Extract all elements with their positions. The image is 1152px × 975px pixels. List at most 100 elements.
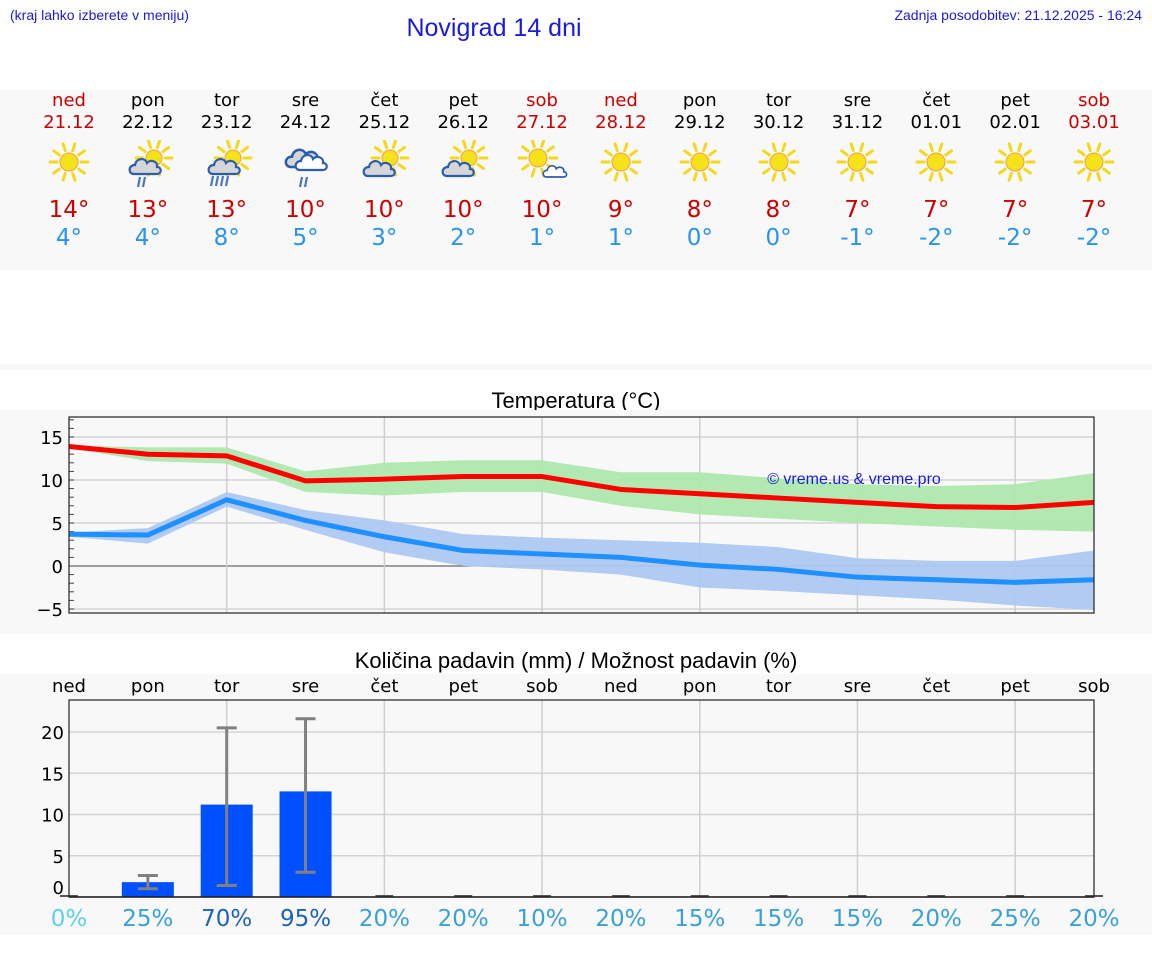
sun-icon [670, 140, 730, 190]
temperature-chart: −5 0 5 10 15 © vreme.us & vreme.pro [36, 416, 1095, 621]
precip-day-label: sob [526, 676, 558, 697]
temperature-chart-panel: −5 0 5 10 15 © vreme.us & vreme.pro [0, 410, 1152, 634]
max-temperature: 10° [285, 197, 326, 223]
day-date: 02.01 [989, 112, 1041, 133]
min-temperature: 3° [371, 225, 398, 251]
section-divider [0, 364, 1152, 370]
precip-day-label: ned [604, 676, 638, 697]
day-name: pet [448, 90, 478, 111]
error-bar [216, 726, 237, 887]
day-forecast-13: sob 03.01 7° -2° [1054, 90, 1134, 252]
precip-day-label: čet [370, 676, 398, 697]
day-date: 31.12 [831, 112, 884, 133]
min-temperature: 4° [55, 225, 83, 251]
day-forecast-12: pet 02.01 7° -2° [975, 90, 1055, 252]
day-date: 25.12 [358, 112, 411, 133]
day-date: 24.12 [279, 112, 332, 133]
day-name: pon [130, 90, 165, 111]
min-temperature: 1° [528, 225, 556, 251]
min-temperature: 8° [213, 225, 240, 251]
min-temperature: 5° [292, 225, 319, 251]
precip-day-label: tor [214, 676, 240, 697]
daily-forecast-panel: ned 21.12 14° 4° pon 22.12 13° 4° tor 23… [0, 90, 1152, 270]
precip-day-label: sre [844, 676, 871, 697]
max-temperature: 7° [1080, 197, 1108, 223]
day-date: 29.12 [674, 112, 726, 133]
day-name: pet [1000, 90, 1030, 111]
day-name: ned [603, 90, 638, 111]
location-menu-hint: (kraj lahko izberete v meniju) [10, 7, 189, 23]
day-forecast-10: sre 31.12 7° -1° [817, 90, 897, 252]
day-name: sob [1078, 90, 1110, 111]
precip-probability: 15% [832, 906, 883, 932]
min-temperature: -2° [1076, 225, 1112, 251]
min-temperature: -2° [997, 225, 1033, 251]
day-name: pon [682, 90, 717, 111]
mostly-sunny-icon [512, 138, 572, 190]
svg-text:20: 20 [41, 723, 64, 744]
max-temperature: 9° [607, 197, 634, 223]
day-date: 22.12 [122, 112, 174, 133]
max-temperature: 10° [521, 197, 563, 223]
precipitation-chart: 0 5 10 15 20 ned 0% pon 25% tor 70% sre 95% čet 20% pet… [41, 676, 1119, 932]
min-temperature: -1° [840, 225, 875, 251]
min-temperature: 0° [765, 225, 792, 251]
precip-day-label: sob [1078, 676, 1110, 697]
day-name: sre [291, 90, 320, 111]
svg-text:0: 0 [52, 557, 63, 578]
day-forecast-4: čet 25.12 10° 3° [344, 90, 424, 252]
precip-day-label: sre [292, 676, 319, 697]
sun-cloud-rain-icon [197, 139, 257, 190]
day-date: 23.12 [200, 112, 253, 133]
day-forecast-0: ned 21.12 14° 4° [29, 90, 109, 252]
max-temperature: 7° [1002, 197, 1029, 223]
svg-text:0: 0 [53, 878, 64, 899]
precipitation-chart-title: Količina padavin (mm) / Možnost padavin … [354, 648, 798, 673]
sun-icon [39, 140, 99, 190]
max-temperature: 7° [844, 197, 871, 223]
last-update-label: Zadnja posodobitev: 21.12.2025 - 16:24 [894, 7, 1142, 23]
max-temperature: 13° [206, 197, 248, 223]
day-forecast-2: tor 23.12 13° 8° [187, 90, 267, 252]
max-temperature: 8° [765, 197, 792, 223]
precip-probability: 10% [517, 906, 568, 932]
precip-probability: 70% [201, 906, 252, 932]
day-forecast-9: tor 30.12 8° 0° [739, 90, 819, 252]
svg-text:10: 10 [40, 471, 63, 492]
sun-icon [827, 140, 887, 190]
sun-cloud-light-rain-icon [118, 139, 178, 190]
sun-icon [906, 140, 966, 190]
precip-probability: 95% [280, 906, 331, 932]
day-name: sob [526, 90, 558, 111]
day-date: 28.12 [595, 112, 647, 133]
precipitation-chart-panel: 0 5 10 15 20 ned 0% pon 25% tor 70% sre 95% čet 20% pet… [0, 674, 1152, 935]
min-temperature: 0° [686, 225, 713, 251]
svg-text:5: 5 [52, 514, 63, 535]
svg-text:15: 15 [40, 428, 63, 449]
day-forecast-8: pon 29.12 8° 0° [660, 90, 740, 252]
max-temperature: 10° [442, 197, 484, 223]
partly-cloudy-icon [354, 139, 414, 190]
svg-text:5: 5 [53, 847, 64, 868]
sun-icon [1064, 140, 1124, 190]
precip-probability: 0% [51, 906, 88, 932]
precip-probability: 20% [359, 906, 410, 932]
temperature-chart-title: Temperatura (°C) [491, 388, 661, 413]
day-name: čet [370, 90, 399, 111]
svg-text:10: 10 [41, 806, 64, 827]
day-date: 30.12 [752, 112, 805, 133]
day-date: 21.12 [43, 112, 95, 133]
day-date: 26.12 [437, 112, 489, 133]
precip-day-label: pet [1000, 676, 1030, 697]
precip-day-label: pon [683, 676, 717, 697]
error-bar [137, 874, 158, 891]
watermark: © vreme.us & vreme.pro [767, 471, 941, 488]
day-name: tor [765, 90, 792, 111]
page-title: Novigrad 14 dni [406, 14, 582, 42]
day-date: 03.01 [1068, 112, 1120, 133]
day-forecast-11: čet 01.01 7° -2° [896, 90, 976, 252]
precip-probability: 15% [674, 906, 725, 932]
precip-probability: 25% [990, 906, 1041, 932]
precip-probability: 20% [911, 906, 962, 932]
precip-probability: 20% [1068, 906, 1119, 932]
